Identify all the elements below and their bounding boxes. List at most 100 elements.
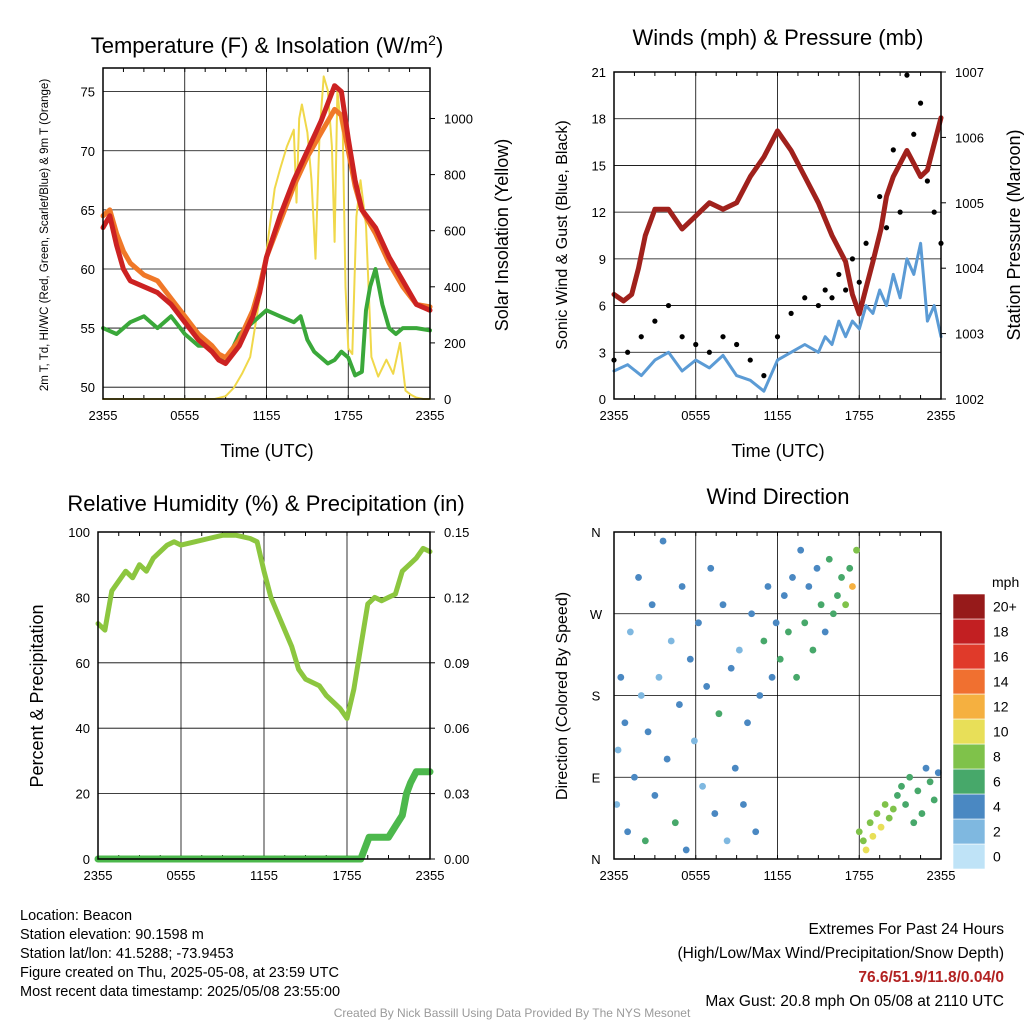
x-tick-label: 1755 (845, 868, 874, 883)
x-tick-label: 0555 (170, 408, 199, 423)
x-tick-label: 2355 (416, 868, 445, 883)
colorbar-title: mph (992, 574, 1019, 590)
direction-point (707, 564, 715, 572)
direction-point (760, 637, 768, 645)
gust-point (679, 334, 685, 340)
direction-point (906, 773, 914, 781)
gust-point (788, 310, 794, 316)
direction-point (752, 828, 760, 836)
station-info: Location: Beacon Station elevation: 90.1… (20, 907, 340, 1002)
y-tick-label: E (592, 770, 601, 785)
gust-point (897, 209, 903, 215)
direction-point (727, 664, 735, 672)
y2-tick-label: 0.15 (444, 525, 469, 540)
plot-frame (97, 531, 431, 860)
direction-point (635, 574, 642, 581)
y-tick-label: N (591, 525, 600, 540)
y2-tick-label: 0 (444, 392, 451, 407)
y2-tick-label: 400 (444, 280, 466, 295)
colorbar-label: 20+ (993, 599, 1017, 615)
direction-point (793, 673, 800, 681)
gust-point (877, 193, 883, 200)
gust-point (917, 100, 924, 106)
direction-point (821, 628, 829, 636)
direction-point (711, 810, 719, 817)
direction-point (644, 728, 652, 736)
temperature-panel: Temperature (F) & Insolation (W/m2) Time… (39, 32, 512, 461)
direction-point (797, 546, 805, 554)
temperature-ylabel-left: 2m T, Td, HI/WC (Red, Green, Scarlet/Blu… (39, 79, 51, 391)
plot-frame (102, 67, 431, 400)
colorbar-swatch (952, 793, 986, 820)
direction-point (659, 537, 667, 545)
direction-point (764, 583, 772, 590)
direction-point (617, 673, 625, 681)
pressure-line (611, 115, 944, 317)
direction-point (686, 655, 694, 663)
gust-point (822, 287, 828, 293)
y-tick-label: N (591, 852, 600, 867)
y-tick-label: 50 (81, 380, 95, 395)
gust-point (890, 147, 896, 153)
winds-ylabel-left: Sonic Wind & Gust (Blue, Black) (554, 120, 571, 349)
direction-point (655, 673, 663, 681)
y-tick-label: 0 (599, 392, 606, 407)
temperature-xlabel: Time (UTC) (220, 441, 313, 461)
x-tick-label: 2355 (927, 868, 956, 883)
direction-point (641, 837, 649, 845)
extremes-subtitle: (High/Low/Max Wind/Precipitation/Snow De… (677, 945, 1005, 962)
extremes-values: 76.6/51.9/11.8/0.04/0 (858, 969, 1004, 986)
x-tick-label: 1755 (333, 868, 362, 883)
gust-point (931, 209, 937, 215)
y2-tick-label: 1006 (955, 130, 984, 145)
direction-point (719, 601, 727, 609)
direction-point (910, 819, 918, 827)
y2-tick-label: 200 (444, 336, 466, 351)
gust-point (856, 279, 862, 285)
direction-point (846, 564, 854, 572)
direction-point (671, 819, 679, 827)
y2-tick-label: 1004 (955, 261, 984, 276)
direction-point (776, 655, 784, 663)
humidity-line (95, 532, 433, 721)
direction-point (855, 828, 863, 836)
direction-point (723, 837, 731, 845)
y2-tick-label: 0.00 (444, 852, 469, 867)
x-tick-label: 1155 (253, 408, 281, 423)
y-tick-label: 70 (81, 144, 95, 159)
direction-point (922, 764, 930, 772)
gust-point (863, 240, 869, 246)
winds-ylabel-right: Station Pressure (Maroon) (1004, 129, 1024, 340)
gust-point (638, 334, 644, 340)
x-tick-label: 1155 (764, 868, 792, 883)
y2-tick-label: 0.06 (444, 721, 469, 736)
temperature-ylabel-right: Solar Insolation (Yellow) (492, 139, 512, 331)
direction-point (682, 846, 690, 854)
y-tick-label: 40 (76, 721, 90, 736)
direction-point (663, 755, 671, 763)
winds-title: Winds (mph) & Pressure (mb) (633, 25, 924, 50)
gust-point (815, 302, 821, 309)
colorbar-swatch (952, 743, 986, 770)
direction-point (748, 610, 756, 618)
x-tick-label: 0555 (681, 408, 710, 423)
y2-tick-label: 800 (444, 168, 466, 183)
direction-point (735, 646, 743, 654)
y-tick-label: 60 (76, 656, 90, 671)
gust-point (706, 349, 712, 355)
recent-data-text: Most recent data timestamp: 2025/05/08 2… (20, 984, 341, 1000)
gust-point (693, 341, 699, 348)
gust-point (843, 287, 849, 293)
elevation-text: Station elevation: 90.1598 m (20, 927, 204, 943)
direction-point (889, 805, 897, 813)
gust-point (924, 178, 930, 184)
direction-point (914, 787, 922, 795)
gust-point (665, 302, 672, 309)
direction-point (842, 601, 850, 609)
colorbar-swatch (952, 593, 986, 620)
x-tick-label: 2355 (89, 408, 118, 423)
direction-point (809, 646, 817, 654)
direction-point (918, 810, 926, 817)
gust-point (774, 334, 781, 340)
direction-point (667, 637, 675, 645)
